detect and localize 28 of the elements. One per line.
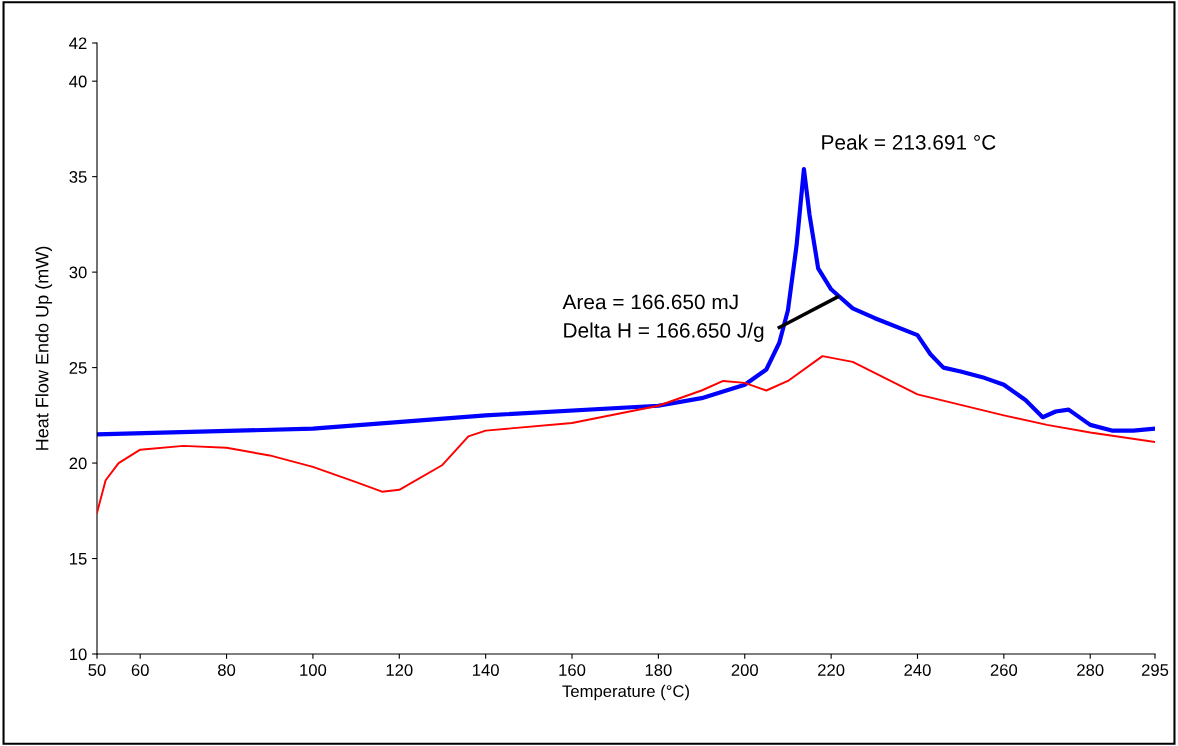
x-tick-label: 140: [473, 664, 499, 676]
x-tick-label: 80: [218, 664, 236, 676]
x-tick-label: 295: [1141, 664, 1169, 676]
y-tick-label: 20: [69, 457, 87, 470]
y-tick-label: 10: [70, 648, 87, 661]
y-tick-label: 42: [69, 37, 87, 50]
x-tick-label: 50: [88, 664, 106, 676]
y-tick-label: 15: [70, 553, 87, 565]
y-tick-label: 30: [69, 266, 87, 279]
y-tick-label: 35: [69, 171, 87, 183]
x-tick-label: 160: [559, 664, 586, 676]
x-tick-label: 280: [1077, 664, 1104, 676]
y-tick-label: 25: [69, 361, 87, 374]
x-tick-label: 120: [386, 664, 413, 676]
x-tick-label: 100: [300, 664, 327, 676]
line-series: [97, 166, 1155, 437]
line-series: [97, 355, 1155, 514]
x-tick-label: 60: [131, 664, 149, 676]
x-tick-label: 180: [645, 664, 672, 676]
annotation: Area = 166.650 mJ Delta H = 166.650 J/g: [562, 294, 764, 342]
x-tick-label: 200: [731, 664, 759, 676]
y-tick-label: 40: [69, 75, 87, 88]
x-tick-label: 220: [818, 664, 845, 676]
y-axis-title: Heat Flow Endo Up (mW): [35, 246, 53, 450]
x-axis-title: Temperature (°C): [562, 684, 689, 701]
x-tick-label: 240: [904, 664, 931, 676]
x-tick-label: 260: [990, 664, 1018, 676]
annotation: Peak = 213.691 °C: [822, 134, 996, 150]
